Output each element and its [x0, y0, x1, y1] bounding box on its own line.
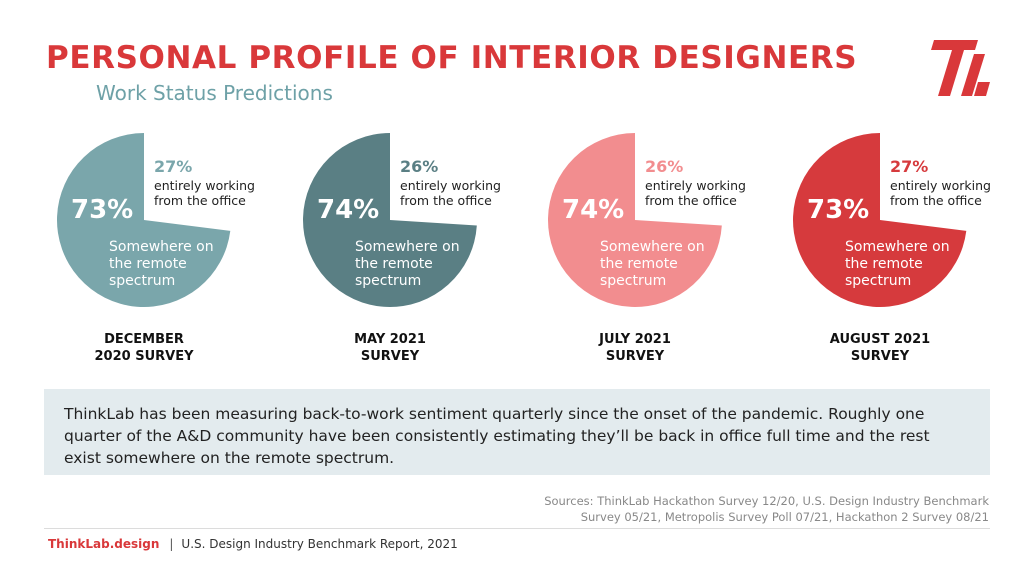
- remote-description-label: the remote: [845, 256, 923, 272]
- survey-label-line1: JULY 2021: [598, 332, 671, 347]
- survey-label-line2: SURVEY: [361, 349, 420, 364]
- remote-description-label: Somewhere on: [600, 239, 705, 255]
- footer-brand: ThinkLab.design: [48, 537, 160, 551]
- sources: Sources: ThinkLab Hackathon Survey 12/20…: [544, 493, 989, 525]
- footer: ThinkLab.design | U.S. Design Industry Ben…: [48, 537, 458, 551]
- office-description-label: entirely working: [400, 178, 501, 193]
- office-percent-label: 27%: [154, 157, 192, 176]
- office-description-label: entirely working: [890, 178, 991, 193]
- survey-label-line2: 2020 SURVEY: [95, 349, 195, 364]
- pie-slice-remote: [56, 133, 231, 307]
- office-description-label: from the office: [400, 193, 492, 208]
- office-percent-label: 26%: [645, 157, 683, 176]
- office-description-label: from the office: [645, 193, 737, 208]
- remote-description-label: Somewhere on: [355, 239, 460, 255]
- sources-line-2: Survey 05/21, Metropolis Survey Poll 07/…: [580, 510, 989, 524]
- survey-label-line2: SURVEY: [851, 349, 910, 364]
- remote-description-label: spectrum: [109, 273, 175, 289]
- page-subtitle: Work Status Predictions: [96, 81, 333, 105]
- office-description-label: from the office: [890, 193, 982, 208]
- pie-slice-remote: [303, 133, 477, 307]
- office-percent-label: 26%: [400, 157, 438, 176]
- remote-description-label: the remote: [600, 256, 678, 272]
- sources-line-1: Sources: ThinkLab Hackathon Survey 12/20…: [544, 494, 989, 508]
- remote-description-label: Somewhere on: [845, 239, 950, 255]
- summary-note: ThinkLab has been measuring back-to-work…: [44, 389, 990, 475]
- office-description-label: entirely working: [645, 178, 746, 193]
- office-description-label: from the office: [154, 193, 246, 208]
- survey-label-line1: DECEMBER: [104, 332, 184, 347]
- page-title: PERSONAL PROFILE OF INTERIOR DESIGNERS: [46, 40, 858, 76]
- office-description-label: entirely working: [154, 178, 255, 193]
- remote-description-label: Somewhere on: [109, 239, 214, 255]
- footer-report: U.S. Design Industry Benchmark Report, 2…: [181, 537, 458, 551]
- remote-description-label: the remote: [109, 256, 187, 272]
- footer-divider: [44, 528, 990, 529]
- survey-label-line1: AUGUST 2021: [830, 332, 930, 347]
- remote-description-label: spectrum: [355, 273, 421, 289]
- remote-percent-label: 74%: [317, 195, 379, 225]
- thinklab-logo-icon: [931, 40, 990, 96]
- remote-description-label: spectrum: [845, 273, 911, 289]
- pie-slice-remote: [548, 133, 722, 307]
- survey-label-line1: MAY 2021: [354, 332, 426, 347]
- office-percent-label: 27%: [890, 157, 928, 176]
- remote-percent-label: 73%: [807, 195, 869, 225]
- survey-label-line2: SURVEY: [606, 349, 665, 364]
- pie-slice-remote: [792, 133, 967, 307]
- remote-percent-label: 73%: [71, 195, 133, 225]
- remote-percent-label: 74%: [562, 195, 624, 225]
- remote-description-label: spectrum: [600, 273, 666, 289]
- remote-description-label: the remote: [355, 256, 433, 272]
- footer-separator: |: [169, 537, 174, 551]
